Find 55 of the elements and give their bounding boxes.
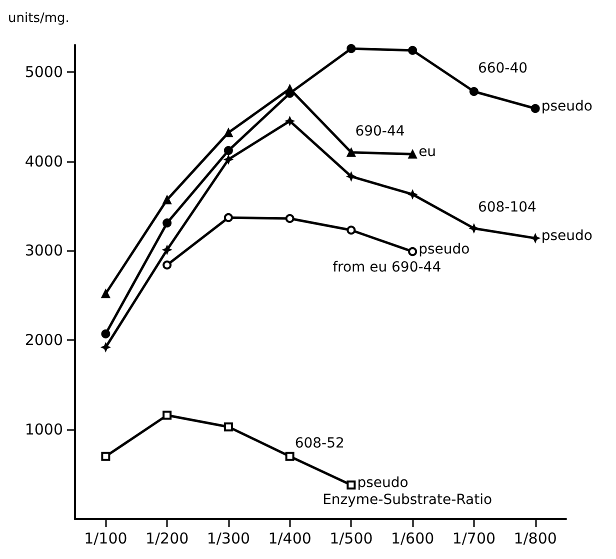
x-tick-label: 1/100 (84, 530, 128, 548)
annotation: pseudo (541, 228, 592, 244)
x-tick-label: 1/800 (514, 530, 557, 548)
annotation: pseudo (418, 242, 470, 258)
point (162, 218, 172, 228)
point (285, 214, 294, 223)
annotation: 608-104 (478, 199, 537, 216)
annotation: pseudo (541, 98, 592, 114)
point (101, 452, 110, 461)
x-tick-label: 1/400 (268, 530, 312, 548)
annotation: from eu 690-44 (332, 260, 442, 276)
x-tick-label: 1/600 (390, 530, 434, 548)
x-axis-title: Enzyme-Substrate-Ratio (322, 492, 492, 508)
annotation: pseudo (357, 475, 408, 492)
point (408, 247, 418, 256)
point (224, 146, 233, 156)
annotation: 608-52 (294, 435, 344, 452)
point (469, 224, 478, 233)
y-axis-title: units/mg. (8, 11, 70, 26)
point (285, 452, 294, 461)
annotation: 690-44 (355, 123, 405, 140)
point (162, 410, 172, 420)
annotation: eu (418, 144, 436, 160)
point (224, 213, 233, 222)
point (162, 195, 172, 204)
point (224, 154, 233, 164)
y-tick-label: 4000 (24, 152, 63, 170)
x-tick-label: 1/500 (330, 530, 373, 548)
y-tick-label: 3000 (24, 242, 63, 260)
y-tick-label: 1000 (24, 420, 63, 439)
point (101, 342, 110, 352)
point (224, 128, 233, 138)
point (530, 104, 540, 113)
point (101, 329, 110, 338)
point (346, 172, 356, 181)
x-tick-label: 1/200 (145, 530, 189, 548)
y-tick-label: 5000 (24, 62, 63, 81)
point (408, 150, 418, 159)
point (346, 480, 356, 490)
point (408, 190, 418, 199)
point (346, 226, 356, 235)
point (346, 148, 356, 157)
x-tick-label: 1/300 (206, 530, 250, 548)
point (285, 116, 294, 126)
y-tick-label: 2000 (24, 331, 63, 350)
annotation: 660-40 (478, 60, 528, 77)
point (162, 260, 172, 270)
point (469, 87, 478, 96)
x-tick-label: 1/700 (452, 530, 496, 548)
point (101, 289, 110, 298)
point (346, 44, 356, 54)
point (162, 245, 172, 254)
point (530, 234, 540, 243)
point (408, 46, 418, 55)
point (224, 422, 233, 432)
